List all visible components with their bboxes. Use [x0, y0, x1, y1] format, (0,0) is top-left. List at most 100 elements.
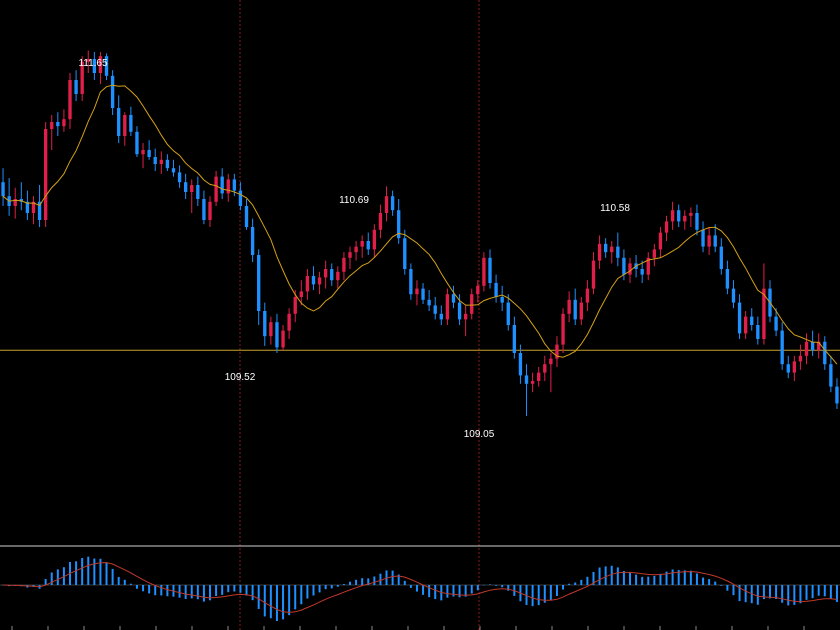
candle-body: [390, 196, 395, 211]
histogram-bar: [81, 558, 84, 585]
histogram-bar: [269, 585, 272, 619]
candle-body: [573, 299, 577, 320]
histogram-bar: [769, 585, 771, 599]
histogram-bar: [659, 573, 662, 585]
candle-body: [476, 285, 480, 295]
histogram-bar: [209, 585, 211, 601]
candle-body: [372, 229, 377, 250]
candle-body: [713, 235, 717, 247]
histogram-bar: [720, 585, 723, 586]
candle-body: [810, 341, 815, 351]
candle-body: [80, 61, 84, 94]
candle-body: [269, 322, 273, 337]
candle-body: [208, 201, 212, 220]
histogram-bar: [629, 572, 631, 585]
histogram-bar: [263, 585, 266, 617]
histogram-bar: [373, 576, 376, 585]
histogram-bar: [355, 579, 358, 585]
candle-body: [792, 361, 797, 373]
histogram-bar: [574, 582, 577, 585]
histogram-bar: [787, 585, 790, 606]
histogram-bar: [184, 585, 187, 600]
histogram-bar: [525, 585, 528, 605]
histogram-bar: [135, 585, 138, 589]
candle-body: [1, 182, 5, 197]
candle-body: [384, 196, 389, 213]
histogram-bar: [665, 571, 668, 585]
candle-body: [190, 185, 194, 192]
histogram-bar: [282, 585, 285, 620]
histogram-bar: [762, 585, 765, 600]
candle-body: [31, 201, 36, 213]
histogram-bar: [555, 585, 558, 596]
candle-body: [281, 330, 285, 348]
candle-body: [129, 115, 133, 132]
candle-body: [470, 294, 474, 314]
candle-body: [585, 288, 590, 303]
candle-body: [482, 257, 486, 286]
histogram-bar: [470, 585, 473, 594]
histogram-bar: [592, 571, 595, 585]
histogram-bar: [835, 585, 838, 602]
histogram-bar: [349, 581, 351, 585]
candle-body: [537, 372, 541, 381]
histogram-bar: [598, 567, 601, 585]
histogram-bar: [44, 579, 47, 585]
candle-body: [610, 246, 614, 253]
candle-body: [196, 185, 200, 199]
candle-body: [62, 119, 66, 127]
histogram-bar: [202, 585, 205, 602]
candle-body: [731, 288, 736, 303]
histogram-bar: [361, 578, 364, 585]
histogram-bar: [549, 585, 552, 600]
candle-body: [567, 299, 571, 314]
candle-body: [835, 386, 839, 404]
histogram-bar: [257, 585, 260, 609]
candle-body: [427, 299, 431, 306]
histogram-bar: [476, 585, 479, 591]
candle-body: [750, 316, 754, 325]
candle-body: [451, 294, 456, 303]
candle-body: [50, 122, 54, 129]
candle-body: [311, 276, 316, 285]
candle-body: [543, 364, 547, 373]
candle-body: [226, 179, 230, 194]
histogram-bar: [75, 561, 78, 585]
histogram-bar: [823, 585, 826, 597]
histogram-bar: [294, 585, 297, 610]
histogram-bar: [391, 570, 394, 585]
histogram-bar: [452, 585, 455, 597]
candle-body: [403, 238, 407, 269]
price-label-low-2: 109.05: [464, 429, 495, 440]
candle-body: [153, 157, 157, 164]
candle-body: [98, 56, 103, 73]
histogram-bar: [622, 571, 625, 585]
candle-body: [366, 241, 370, 250]
moving-average-line: [2, 84, 838, 365]
candle-body: [804, 341, 809, 356]
histogram-bar: [537, 585, 540, 606]
candle-body: [652, 249, 657, 258]
histogram-bar: [446, 585, 449, 598]
candle-body: [579, 302, 583, 320]
candle-body: [123, 115, 127, 136]
histogram-bar: [732, 585, 735, 596]
candle-body: [305, 276, 310, 292]
candle-body: [360, 241, 364, 247]
candle-body: [683, 215, 687, 222]
candle-body: [701, 229, 705, 247]
candle-body: [664, 221, 669, 233]
histogram-bar: [811, 585, 814, 599]
histogram-bar: [799, 585, 802, 604]
histogram-bar: [288, 585, 291, 616]
candle-body: [798, 355, 803, 362]
price-label-high-1: 111.65: [78, 58, 108, 69]
histogram-bar: [677, 570, 680, 585]
histogram-bar: [306, 585, 309, 599]
candle-body: [202, 199, 206, 220]
histogram-bar: [464, 585, 467, 597]
candle-body: [695, 213, 699, 230]
price-label-high-3: 110.58: [600, 203, 630, 214]
